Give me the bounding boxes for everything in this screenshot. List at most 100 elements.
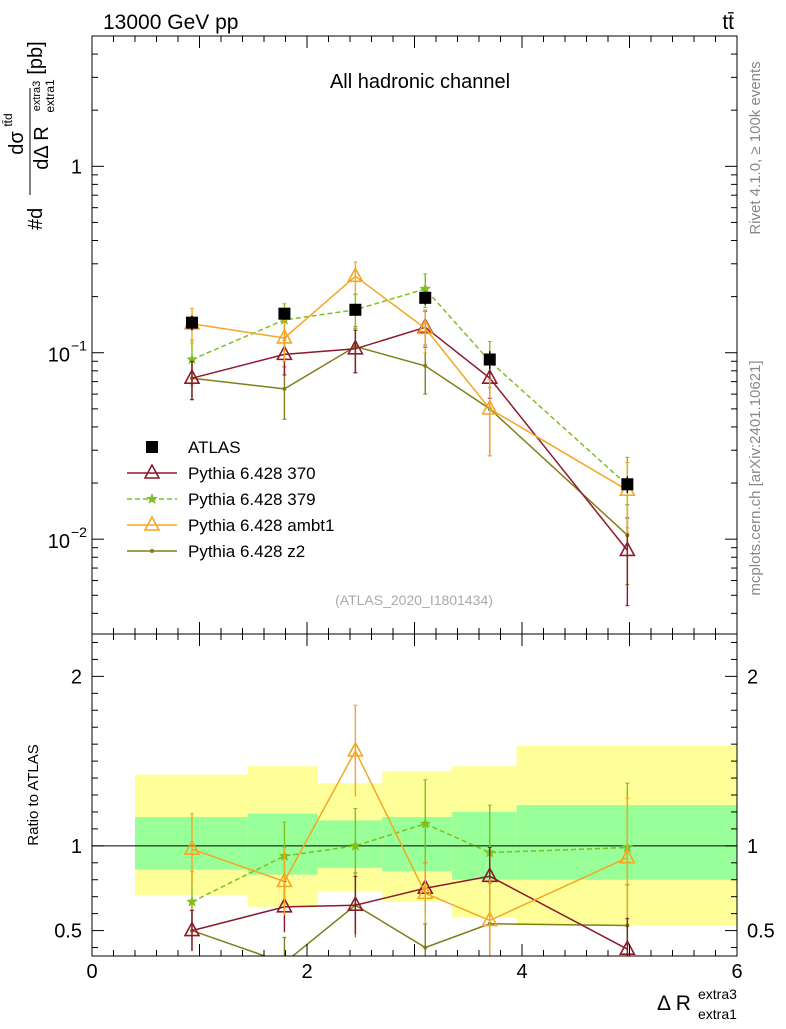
- y-label-den: dΔ R: [31, 126, 53, 169]
- legend-label: Pythia 6.428 ambt1: [188, 516, 334, 535]
- data-point: [481, 399, 499, 415]
- ratio-series-line: [191, 822, 628, 903]
- y-label-den-sup: extra3: [31, 81, 43, 112]
- plot-title: All hadronic channel: [330, 71, 510, 93]
- series-atlas: [185, 291, 634, 493]
- ratio-data-point: [347, 741, 364, 757]
- y-label-den-sub: extra1: [43, 79, 57, 113]
- ratio-series-line: [191, 904, 628, 956]
- data-point: [185, 316, 198, 329]
- ratio-y-tick-label: 0.5: [54, 921, 82, 943]
- series-line: [191, 345, 628, 536]
- ratio-data-point: [347, 895, 364, 911]
- legend-entry: Pythia 6.428 z2: [127, 542, 305, 561]
- rivet-version-label: Rivet 4.1.0, ≥ 100k events: [747, 61, 764, 234]
- main-y-tick-label: 10: [48, 531, 70, 553]
- legend-marker: [143, 463, 161, 479]
- x-tick-label: 2: [301, 961, 312, 983]
- ratio-data-point: [349, 839, 362, 851]
- ratio-data-point: [419, 817, 431, 829]
- ratio-y-tick-label: 2: [71, 666, 82, 688]
- x-label-sub: extra1: [698, 1006, 737, 1022]
- ratio-series-line: [191, 875, 628, 950]
- uncertainty-band-green: [247, 813, 318, 875]
- legend-label: Pythia 6.428 370: [188, 464, 316, 483]
- legend-marker: [143, 515, 161, 531]
- mcplots-label: mcplots.cern.ch [arXiv:2401.10621]: [747, 360, 764, 595]
- series-line: [191, 288, 628, 486]
- data-point: [419, 282, 431, 294]
- ratio-data-point: [423, 945, 428, 950]
- legend-marker: [146, 493, 158, 504]
- data-point: [423, 363, 428, 368]
- y-label-num: dσ: [6, 131, 28, 155]
- data-point: [419, 291, 432, 304]
- legend-label: Pythia 6.428 z2: [188, 542, 305, 561]
- legend-marker: [146, 441, 158, 453]
- data-point: [186, 353, 198, 365]
- ratio-data-point: [282, 961, 286, 965]
- ratio-data-point: [186, 895, 198, 907]
- ratio-y-tick-label-right: 2: [747, 666, 758, 688]
- data-point: [621, 478, 634, 491]
- ratio-y-tick-label-right: 1: [747, 836, 758, 858]
- ratio-y-tick-label-right: 0.5: [747, 921, 775, 943]
- y-label-unit: [pb]: [25, 41, 47, 74]
- ratio-plot-area: [92, 704, 737, 965]
- x-label-sup: extra3: [698, 986, 737, 1002]
- analysis-id-label: (ATLAS_2020_I1801434): [335, 592, 493, 608]
- ratio-y-axis-label: Ratio to ATLAS: [25, 744, 42, 845]
- main-y-tick-label: 10: [48, 345, 70, 367]
- ratio-data-point: [416, 883, 434, 900]
- y-label-num-sup: tt̄d: [1, 113, 15, 126]
- legend-marker: [150, 549, 154, 553]
- series-line: [191, 275, 628, 491]
- ratio-data-point: [183, 920, 201, 937]
- legend: ATLAS Pythia 6.428 370 Pythia 6.428 379 Pyt…: [127, 438, 334, 561]
- y-label-prefix: #d: [25, 208, 47, 230]
- uncertainty-band-green: [382, 817, 453, 872]
- uncertainty-band-green: [629, 805, 737, 880]
- data-point: [347, 266, 364, 283]
- data-point: [349, 303, 362, 316]
- data-point: [416, 318, 434, 335]
- data-point: [278, 307, 291, 320]
- uncertainty-band-green: [516, 805, 630, 880]
- ratio-series-line: [191, 749, 628, 922]
- ratio-series-pythia-6-428-ambt1: [183, 704, 636, 956]
- ratio-data-point: [183, 839, 201, 856]
- legend-label: Pythia 6.428 379: [188, 490, 316, 509]
- main-y-tick-label-exp: −2: [71, 524, 87, 540]
- x-tick-label: 6: [731, 961, 742, 983]
- data-point: [282, 386, 287, 391]
- main-y-tick-label: 1: [71, 156, 82, 178]
- legend-entry: ATLAS: [146, 438, 241, 457]
- ratio-panel: 0.5 0.5 1 1 2 2 0 2 4 6 Ratio to ATLAS Δ R extra3 ext…: [25, 633, 775, 1022]
- main-y-tick-label-exp: −1: [71, 338, 87, 354]
- legend-entry: Pythia 6.428 370: [127, 463, 316, 483]
- energy-label: 13000 GeV pp: [103, 11, 238, 34]
- x-tick-label: 4: [516, 961, 527, 983]
- series-pythia-6-428-370: [183, 310, 636, 607]
- x-tick-label: 0: [86, 961, 97, 983]
- process-label: tt̄: [722, 11, 734, 34]
- legend-entry: Pythia 6.428 379: [127, 490, 316, 509]
- ratio-y-tick-label: 1: [71, 836, 82, 858]
- x-axis-label: Δ R extra3 extra1: [657, 986, 737, 1022]
- x-label-main: Δ R: [657, 992, 691, 1015]
- data-point: [276, 328, 293, 344]
- data-point: [183, 368, 201, 385]
- data-point: [619, 540, 636, 557]
- ratio-data-point: [481, 910, 499, 927]
- data-point: [483, 353, 496, 366]
- ratio-data-point: [619, 848, 636, 864]
- legend-label: ATLAS: [188, 438, 241, 457]
- ratio-data-point: [276, 871, 293, 888]
- legend-entry: Pythia 6.428 ambt1: [127, 515, 334, 535]
- ratio-data-point: [619, 939, 636, 956]
- series-line: [191, 326, 628, 551]
- data-point: [347, 339, 364, 355]
